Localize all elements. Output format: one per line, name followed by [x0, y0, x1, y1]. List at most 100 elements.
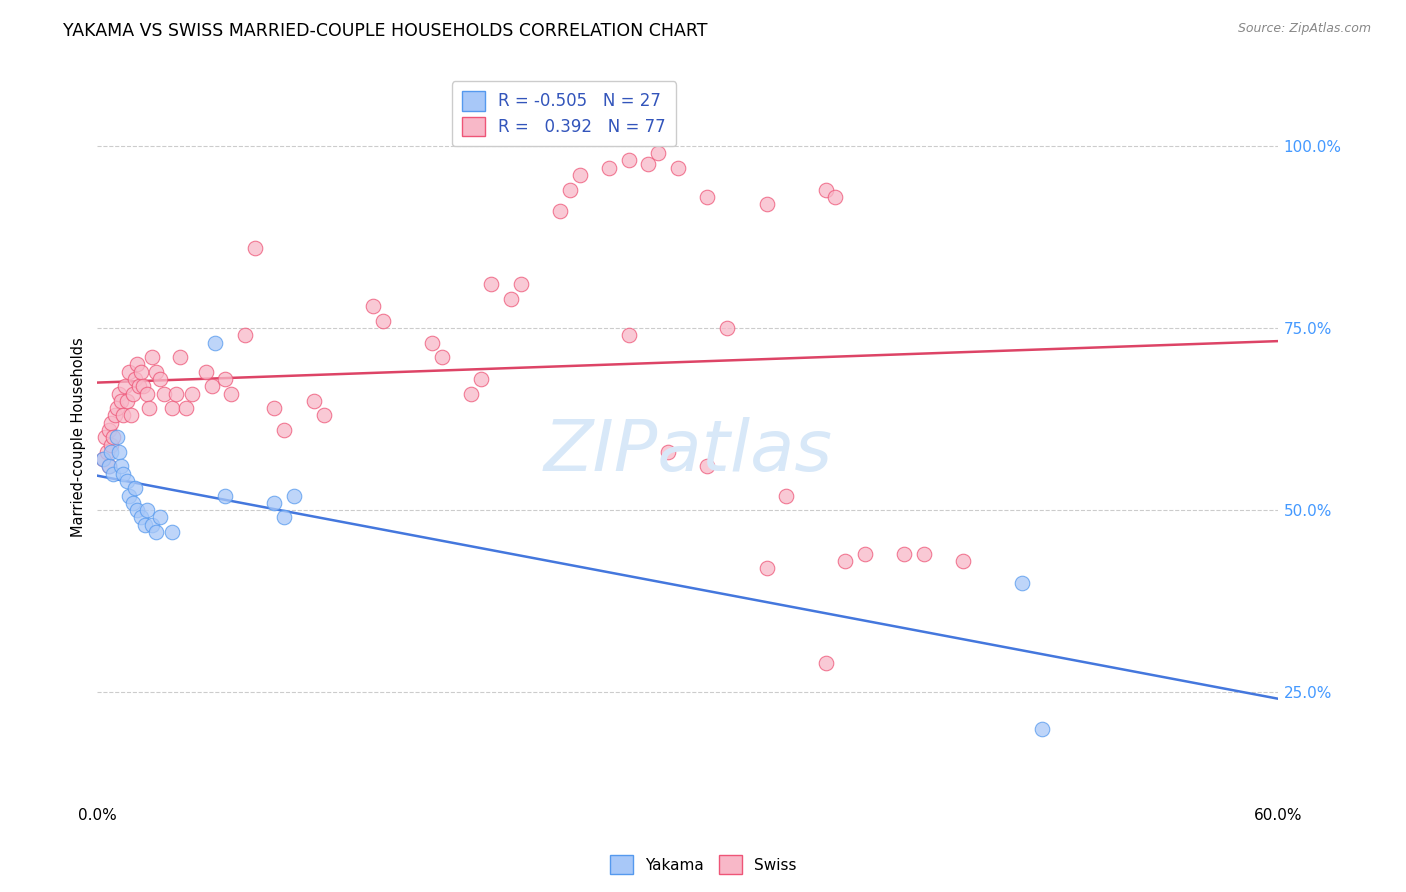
Point: [755, 197, 778, 211]
Point: [312, 409, 335, 423]
Point: [912, 547, 935, 561]
Point: [219, 386, 242, 401]
Point: [149, 372, 172, 386]
Point: [101, 467, 124, 481]
Text: Source: ZipAtlas.com: Source: ZipAtlas.com: [1237, 22, 1371, 36]
Point: [128, 379, 150, 393]
Point: [361, 299, 384, 313]
Point: [115, 474, 138, 488]
Point: [135, 386, 157, 401]
Point: [420, 335, 443, 350]
Point: [131, 379, 153, 393]
Legend: Yakama, Swiss: Yakama, Swiss: [603, 849, 803, 880]
Point: [98, 459, 121, 474]
Point: [125, 358, 148, 372]
Point: [558, 182, 581, 196]
Point: [617, 328, 640, 343]
Point: [598, 161, 620, 175]
Point: [160, 524, 183, 539]
Point: [174, 401, 197, 416]
Point: [124, 481, 146, 495]
Point: [94, 430, 117, 444]
Point: [145, 524, 167, 539]
Point: [696, 190, 718, 204]
Point: [100, 445, 122, 459]
Point: [118, 365, 141, 379]
Point: [647, 146, 669, 161]
Point: [200, 379, 222, 393]
Point: [470, 372, 492, 386]
Point: [460, 386, 482, 401]
Point: [129, 365, 152, 379]
Point: [814, 656, 837, 670]
Point: [716, 321, 738, 335]
Point: [115, 393, 138, 408]
Point: [204, 335, 226, 350]
Point: [180, 386, 202, 401]
Point: [91, 452, 114, 467]
Point: [214, 489, 236, 503]
Point: [110, 393, 132, 408]
Point: [214, 372, 236, 386]
Point: [108, 445, 131, 459]
Point: [121, 386, 143, 401]
Point: [1011, 576, 1033, 591]
Point: [637, 157, 659, 171]
Point: [568, 168, 591, 182]
Point: [105, 430, 128, 444]
Point: [548, 204, 571, 219]
Point: [952, 554, 974, 568]
Point: [100, 416, 122, 430]
Point: [824, 190, 846, 204]
Point: [98, 459, 121, 474]
Point: [105, 401, 128, 416]
Point: [430, 350, 453, 364]
Point: [657, 445, 679, 459]
Point: [666, 161, 689, 175]
Point: [160, 401, 183, 416]
Point: [124, 372, 146, 386]
Point: [91, 452, 114, 467]
Point: [499, 292, 522, 306]
Point: [273, 423, 295, 437]
Point: [125, 503, 148, 517]
Point: [149, 510, 172, 524]
Point: [263, 496, 285, 510]
Point: [509, 277, 531, 292]
Point: [135, 503, 157, 517]
Point: [233, 328, 256, 343]
Point: [120, 409, 142, 423]
Point: [243, 241, 266, 255]
Point: [121, 496, 143, 510]
Y-axis label: Married-couple Households: Married-couple Households: [72, 337, 86, 537]
Point: [814, 182, 837, 196]
Point: [755, 561, 778, 575]
Point: [479, 277, 502, 292]
Text: ZIPatlas: ZIPatlas: [543, 417, 832, 486]
Point: [108, 386, 131, 401]
Point: [129, 510, 152, 524]
Point: [114, 379, 136, 393]
Point: [118, 489, 141, 503]
Point: [100, 437, 122, 451]
Point: [302, 393, 325, 408]
Point: [110, 459, 132, 474]
Point: [111, 409, 134, 423]
Point: [775, 489, 797, 503]
Point: [273, 510, 295, 524]
Point: [263, 401, 285, 416]
Point: [141, 517, 163, 532]
Point: [138, 401, 160, 416]
Point: [371, 314, 394, 328]
Point: [834, 554, 856, 568]
Point: [104, 409, 127, 423]
Point: [1031, 722, 1053, 736]
Point: [96, 445, 118, 459]
Point: [141, 350, 163, 364]
Point: [283, 489, 305, 503]
Point: [696, 459, 718, 474]
Point: [101, 430, 124, 444]
Point: [169, 350, 191, 364]
Point: [617, 153, 640, 168]
Text: YAKAMA VS SWISS MARRIED-COUPLE HOUSEHOLDS CORRELATION CHART: YAKAMA VS SWISS MARRIED-COUPLE HOUSEHOLD…: [63, 22, 707, 40]
